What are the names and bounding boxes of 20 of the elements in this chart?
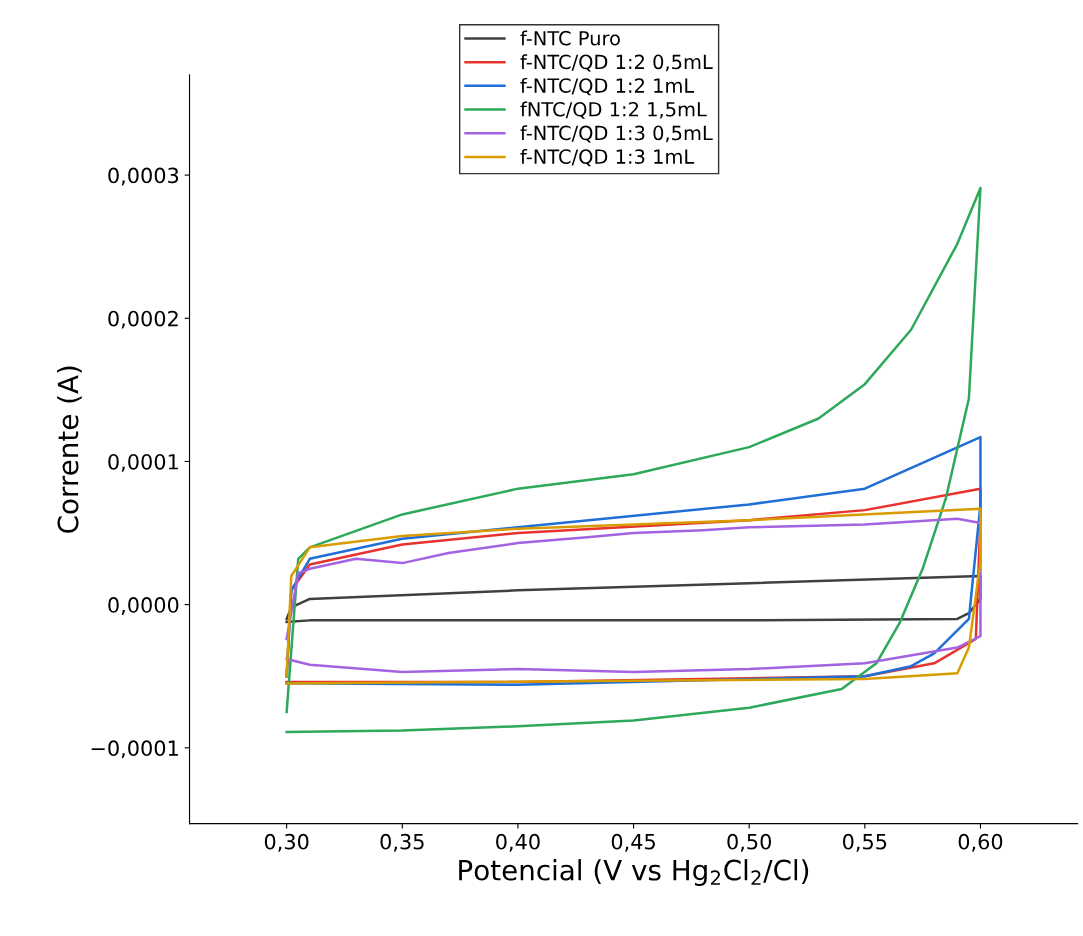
y-tick-label: 0,0003 — [108, 167, 179, 186]
x-tick-label: 0,50 — [727, 833, 771, 852]
legend-label: f-NTC Puro — [520, 30, 620, 46]
y-tick-label: 0,0001 — [108, 453, 178, 472]
x-tick-label: 0,40 — [496, 833, 540, 852]
y-tick-label: 0,0002 — [108, 310, 178, 329]
x-tick-label: 0,45 — [611, 833, 655, 852]
legend-label: f-NTC/QD 1:3 0,5mL — [520, 125, 713, 143]
y-axis-title: Corrente (A) — [57, 366, 82, 533]
legend-label: f-NTC/QD 1:3 1mL — [520, 148, 695, 167]
legend-label: fNTC/QD 1:2 1,5mL — [520, 101, 707, 119]
x-tick-label: 0,35 — [380, 833, 424, 852]
x-tick-label: 0,30 — [264, 833, 309, 852]
y-tick-label: −0,0001 — [91, 740, 178, 759]
y-tick-label: 0,0000 — [108, 597, 179, 615]
x-tick-label: 0,55 — [843, 833, 887, 852]
x-tick-label: 0,60 — [958, 833, 1003, 852]
legend-label: f-NTC/QD 1:2 0,5mL — [520, 54, 713, 72]
legend-label: f-NTC/QD 1:2 1mL — [520, 77, 695, 96]
x-axis-title: Potencial (V vs Hg$_{2}$Cl$_{2}$/Cl) — [459, 859, 809, 886]
